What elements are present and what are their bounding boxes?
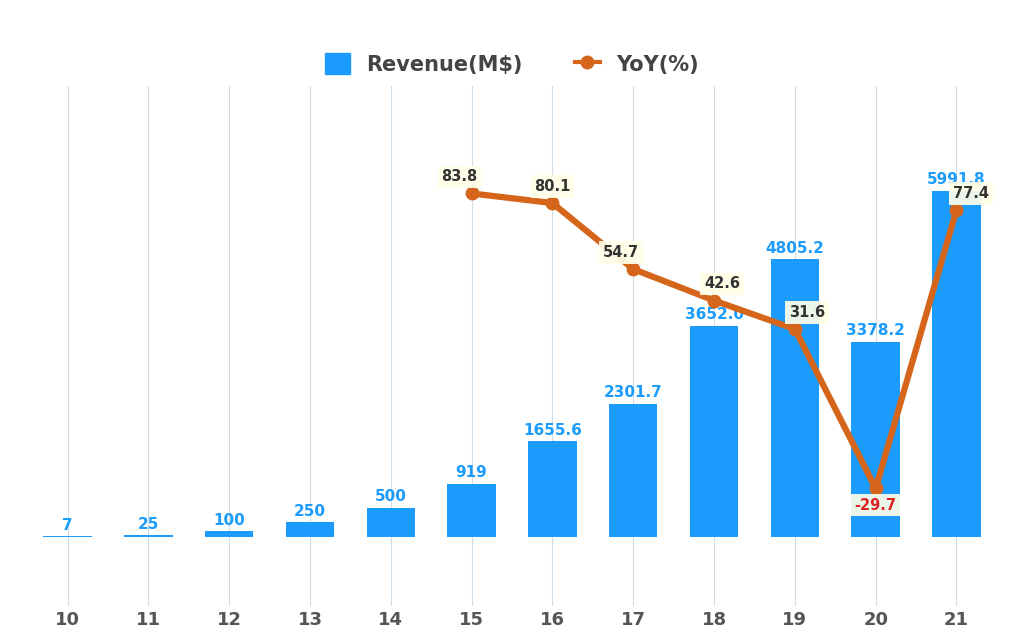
Bar xyxy=(690,326,738,537)
Bar xyxy=(771,260,819,537)
Text: 3652.0: 3652.0 xyxy=(684,307,743,323)
Bar xyxy=(609,404,657,537)
Text: 42.6: 42.6 xyxy=(705,276,740,292)
Text: 3378.2: 3378.2 xyxy=(846,323,905,338)
Text: 77.4: 77.4 xyxy=(953,186,989,201)
Text: 80.1: 80.1 xyxy=(535,179,570,194)
Text: 54.7: 54.7 xyxy=(603,245,639,260)
Text: 31.6: 31.6 xyxy=(788,305,825,320)
Bar xyxy=(367,508,415,537)
Text: 919: 919 xyxy=(456,466,487,480)
Bar xyxy=(286,522,334,537)
Text: 4805.2: 4805.2 xyxy=(765,241,824,256)
Bar xyxy=(205,531,253,537)
Text: 7: 7 xyxy=(62,518,73,533)
Bar xyxy=(124,535,173,537)
Text: -29.7: -29.7 xyxy=(855,498,897,513)
Bar xyxy=(447,484,496,537)
Bar xyxy=(528,441,577,537)
Text: 1655.6: 1655.6 xyxy=(523,422,582,438)
Bar xyxy=(932,191,981,537)
Text: 100: 100 xyxy=(213,513,245,527)
Text: 500: 500 xyxy=(375,489,407,504)
Bar xyxy=(851,342,900,537)
Text: 250: 250 xyxy=(294,504,326,519)
Text: 5991.8: 5991.8 xyxy=(927,173,986,187)
Text: 83.8: 83.8 xyxy=(441,169,477,184)
Legend: Revenue(M$), YoY(%): Revenue(M$), YoY(%) xyxy=(316,45,708,83)
Text: 25: 25 xyxy=(137,517,159,532)
Text: 2301.7: 2301.7 xyxy=(604,386,663,401)
